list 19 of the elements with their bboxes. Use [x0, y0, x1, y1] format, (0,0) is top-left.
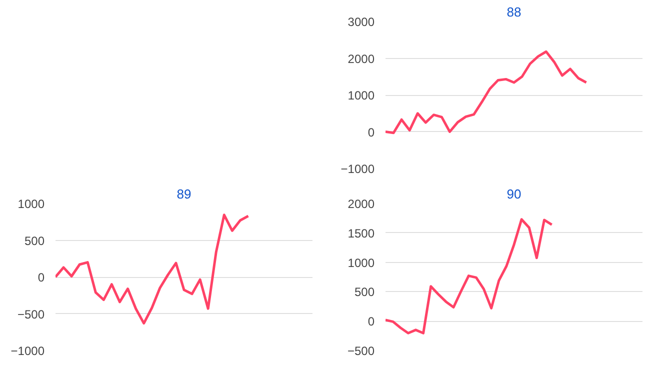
y-tick-label: 2000 — [348, 197, 375, 211]
y-tick-label: 500 — [354, 285, 375, 300]
y-tick-label: 2000 — [348, 52, 375, 66]
y-tick-label: −500 — [347, 344, 375, 358]
y-tick-label: 500 — [24, 234, 45, 248]
y-tick-label: 1000 — [348, 256, 375, 270]
y-tick-label: 1000 — [18, 197, 45, 211]
y-tick-label: −1000 — [10, 344, 45, 358]
y-tick-label: −1000 — [340, 162, 375, 176]
y-tick-label: 3000 — [348, 15, 375, 29]
y-tick-label: 1500 — [348, 226, 375, 240]
chart-title: 88 — [506, 4, 522, 20]
chart-title: 89 — [176, 186, 192, 202]
y-tick-label: −500 — [17, 307, 45, 322]
y-tick-label: 1000 — [348, 88, 375, 102]
y-tick-label: 0 — [38, 270, 45, 284]
chart-title: 90 — [506, 186, 522, 202]
y-tick-label: 0 — [368, 125, 375, 140]
y-tick-label: 0 — [368, 314, 375, 329]
